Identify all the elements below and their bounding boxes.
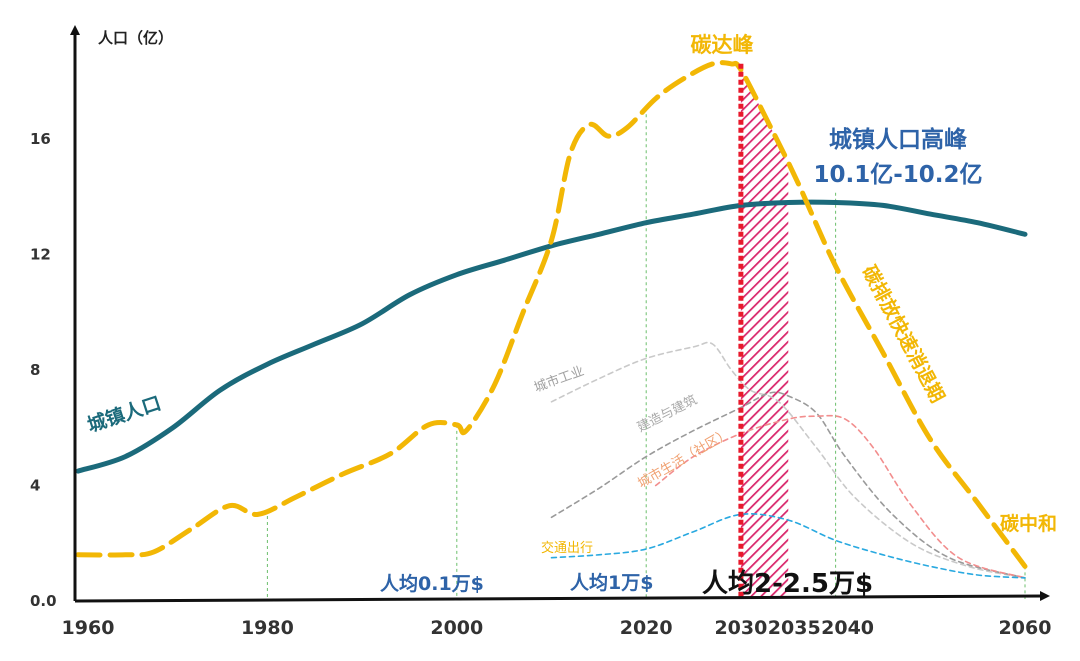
series-layer (75, 60, 1028, 579)
gdp-label-1: 人均0.1万$ (380, 572, 484, 595)
urban-peak-title: 城镇人口高峰 (829, 126, 968, 153)
x-tick-label: 2020 (620, 617, 673, 639)
x-tick-label: 2030 (714, 617, 767, 639)
urban-series-label: 城镇人口 (84, 391, 163, 436)
gdp-label-3: 人均2-2.5万$ (702, 569, 873, 599)
series-line-1 (75, 60, 1028, 569)
y-axis-label: 人口（亿） (98, 29, 173, 47)
x-tick-label: 2035 (768, 617, 821, 639)
building-label: 建造与建筑 (635, 392, 700, 436)
x-tick-label: 2000 (430, 617, 483, 639)
x-tick-label: 2040 (821, 617, 874, 639)
series-line-4 (654, 414, 1026, 579)
y-tick-label: 4 (30, 477, 40, 495)
series-line-3 (550, 391, 1026, 579)
series-line-2 (550, 341, 1026, 579)
decline-label: 碳排放快速消退期 (858, 262, 950, 407)
series-line-5 (550, 513, 1026, 579)
y-tick-label: 12 (30, 246, 51, 264)
y-tick-label: 16 (30, 130, 51, 148)
x-tick-label: 2060 (999, 617, 1052, 639)
x-tick-label: 1980 (241, 617, 294, 639)
industry-label: 城市工业 (532, 363, 586, 396)
x-tick-labels: 1960 1980 2000 2020 2030 2035 2040 2060 (62, 617, 1052, 639)
x-axis (74, 591, 1050, 603)
gdp-label-2: 人均1万$ (570, 571, 653, 594)
y-tick-label: 0.0 (30, 592, 57, 610)
peak-label: 碳达峰 (691, 33, 754, 57)
neutral-label: 碳中和 (1000, 512, 1057, 535)
y-tick-label: 8 (30, 361, 40, 379)
urban-peak-value: 10.1亿-10.2亿 (813, 162, 982, 188)
transport-label: 交通出行 (541, 540, 593, 556)
x-tick-label: 1960 (62, 617, 115, 639)
series-line-0 (75, 199, 1028, 474)
y-tick-labels: 0.0 4 8 12 16 (30, 130, 57, 610)
